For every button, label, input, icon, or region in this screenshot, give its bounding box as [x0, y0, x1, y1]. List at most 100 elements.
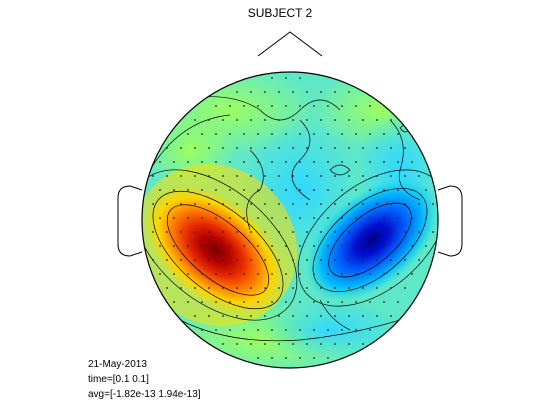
electrode-marker: [334, 147, 336, 149]
electrode-marker: [215, 329, 217, 331]
electrode-marker: [306, 119, 308, 121]
electrode-marker: [383, 189, 385, 191]
electrode-marker: [236, 147, 238, 149]
electrode-marker: [271, 133, 273, 135]
electrode-marker: [194, 287, 196, 289]
electrode-marker: [250, 203, 252, 205]
electrode-marker: [152, 231, 154, 233]
electrode-marker: [159, 245, 161, 247]
electrode-marker: [152, 203, 154, 205]
electrode-marker: [271, 105, 273, 107]
electrode-marker: [348, 91, 350, 93]
electrode-marker: [362, 119, 364, 121]
electrode-marker: [243, 217, 245, 219]
time-label: time=[0.1 0.1]: [88, 374, 149, 385]
electrode-marker: [418, 259, 420, 261]
electrode-marker: [334, 343, 336, 345]
electrode-marker: [306, 203, 308, 205]
electrode-marker: [334, 203, 336, 205]
electrode-marker: [299, 273, 301, 275]
electrode-marker: [390, 259, 392, 261]
electrode-marker: [243, 245, 245, 247]
electrode-marker: [271, 245, 273, 247]
electrode-marker: [404, 259, 406, 261]
electrode-marker: [306, 343, 308, 345]
electrode-marker: [355, 189, 357, 191]
left-ear: [117, 185, 143, 257]
electrode-marker: [271, 301, 273, 303]
electrode-marker: [355, 217, 357, 219]
nose: [257, 31, 323, 57]
electrode-marker: [257, 161, 259, 163]
electrode-marker: [278, 315, 280, 317]
electrode-marker: [264, 147, 266, 149]
electrode-marker: [278, 287, 280, 289]
electrode-marker: [355, 133, 357, 135]
electrode-marker: [215, 217, 217, 219]
positive-pole: [144, 184, 286, 316]
electrode-marker: [285, 329, 287, 331]
electrode-marker: [320, 259, 322, 261]
electrode-marker: [341, 161, 343, 163]
electrode-marker: [264, 343, 266, 345]
electrode-marker: [229, 217, 231, 219]
electrode-marker: [425, 217, 427, 219]
electrode-marker: [390, 147, 392, 149]
electrode-marker: [166, 287, 168, 289]
electrode-marker: [327, 189, 329, 191]
electrode-marker: [348, 203, 350, 205]
electrode-marker: [264, 287, 266, 289]
electrode-marker: [327, 273, 329, 275]
electrode-marker: [369, 301, 371, 303]
electrode-marker: [355, 245, 357, 247]
electrode-marker: [341, 133, 343, 135]
electrode-marker: [271, 217, 273, 219]
electrode-marker: [313, 273, 315, 275]
electrode-marker: [327, 301, 329, 303]
electrode-marker: [285, 133, 287, 135]
electrode-marker: [404, 231, 406, 233]
electrode-marker: [376, 119, 378, 121]
electrode-marker: [334, 91, 336, 93]
electrode-marker: [299, 357, 301, 359]
electrode-marker: [425, 245, 427, 247]
electrode-marker: [201, 189, 203, 191]
electrode-marker: [264, 259, 266, 261]
electrode-marker: [397, 189, 399, 191]
electrode-marker: [348, 119, 350, 121]
electrode-marker: [313, 301, 315, 303]
electrode-marker: [376, 175, 378, 177]
electrode-marker: [201, 245, 203, 247]
electrode-marker: [292, 315, 294, 317]
electrode-marker: [369, 105, 371, 107]
electrode-marker: [348, 315, 350, 317]
electrode-marker: [292, 119, 294, 121]
electrode-marker: [187, 217, 189, 219]
electrode-marker: [390, 231, 392, 233]
electrode-marker: [222, 119, 224, 121]
electrode-marker: [250, 259, 252, 261]
electrode-marker: [257, 133, 259, 135]
electrode-marker: [194, 119, 196, 121]
electrode-marker: [334, 231, 336, 233]
electrode-marker: [236, 315, 238, 317]
electrode-marker: [369, 133, 371, 135]
electrode-marker: [278, 203, 280, 205]
electrode-marker: [264, 91, 266, 93]
electrode-marker: [327, 357, 329, 359]
electrode-marker: [243, 273, 245, 275]
electrode-marker: [404, 147, 406, 149]
electrode-marker: [159, 189, 161, 191]
electrode-marker: [397, 133, 399, 135]
electrode-marker: [236, 91, 238, 93]
electrode-marker: [292, 91, 294, 93]
electrode-marker: [369, 329, 371, 331]
electrode-marker: [194, 231, 196, 233]
electrode-marker: [236, 203, 238, 205]
electrode-marker: [257, 217, 259, 219]
electrode-marker: [229, 189, 231, 191]
electrode-marker: [376, 259, 378, 261]
electrode-marker: [159, 161, 161, 163]
electrode-marker: [208, 259, 210, 261]
electrode-marker: [229, 133, 231, 135]
